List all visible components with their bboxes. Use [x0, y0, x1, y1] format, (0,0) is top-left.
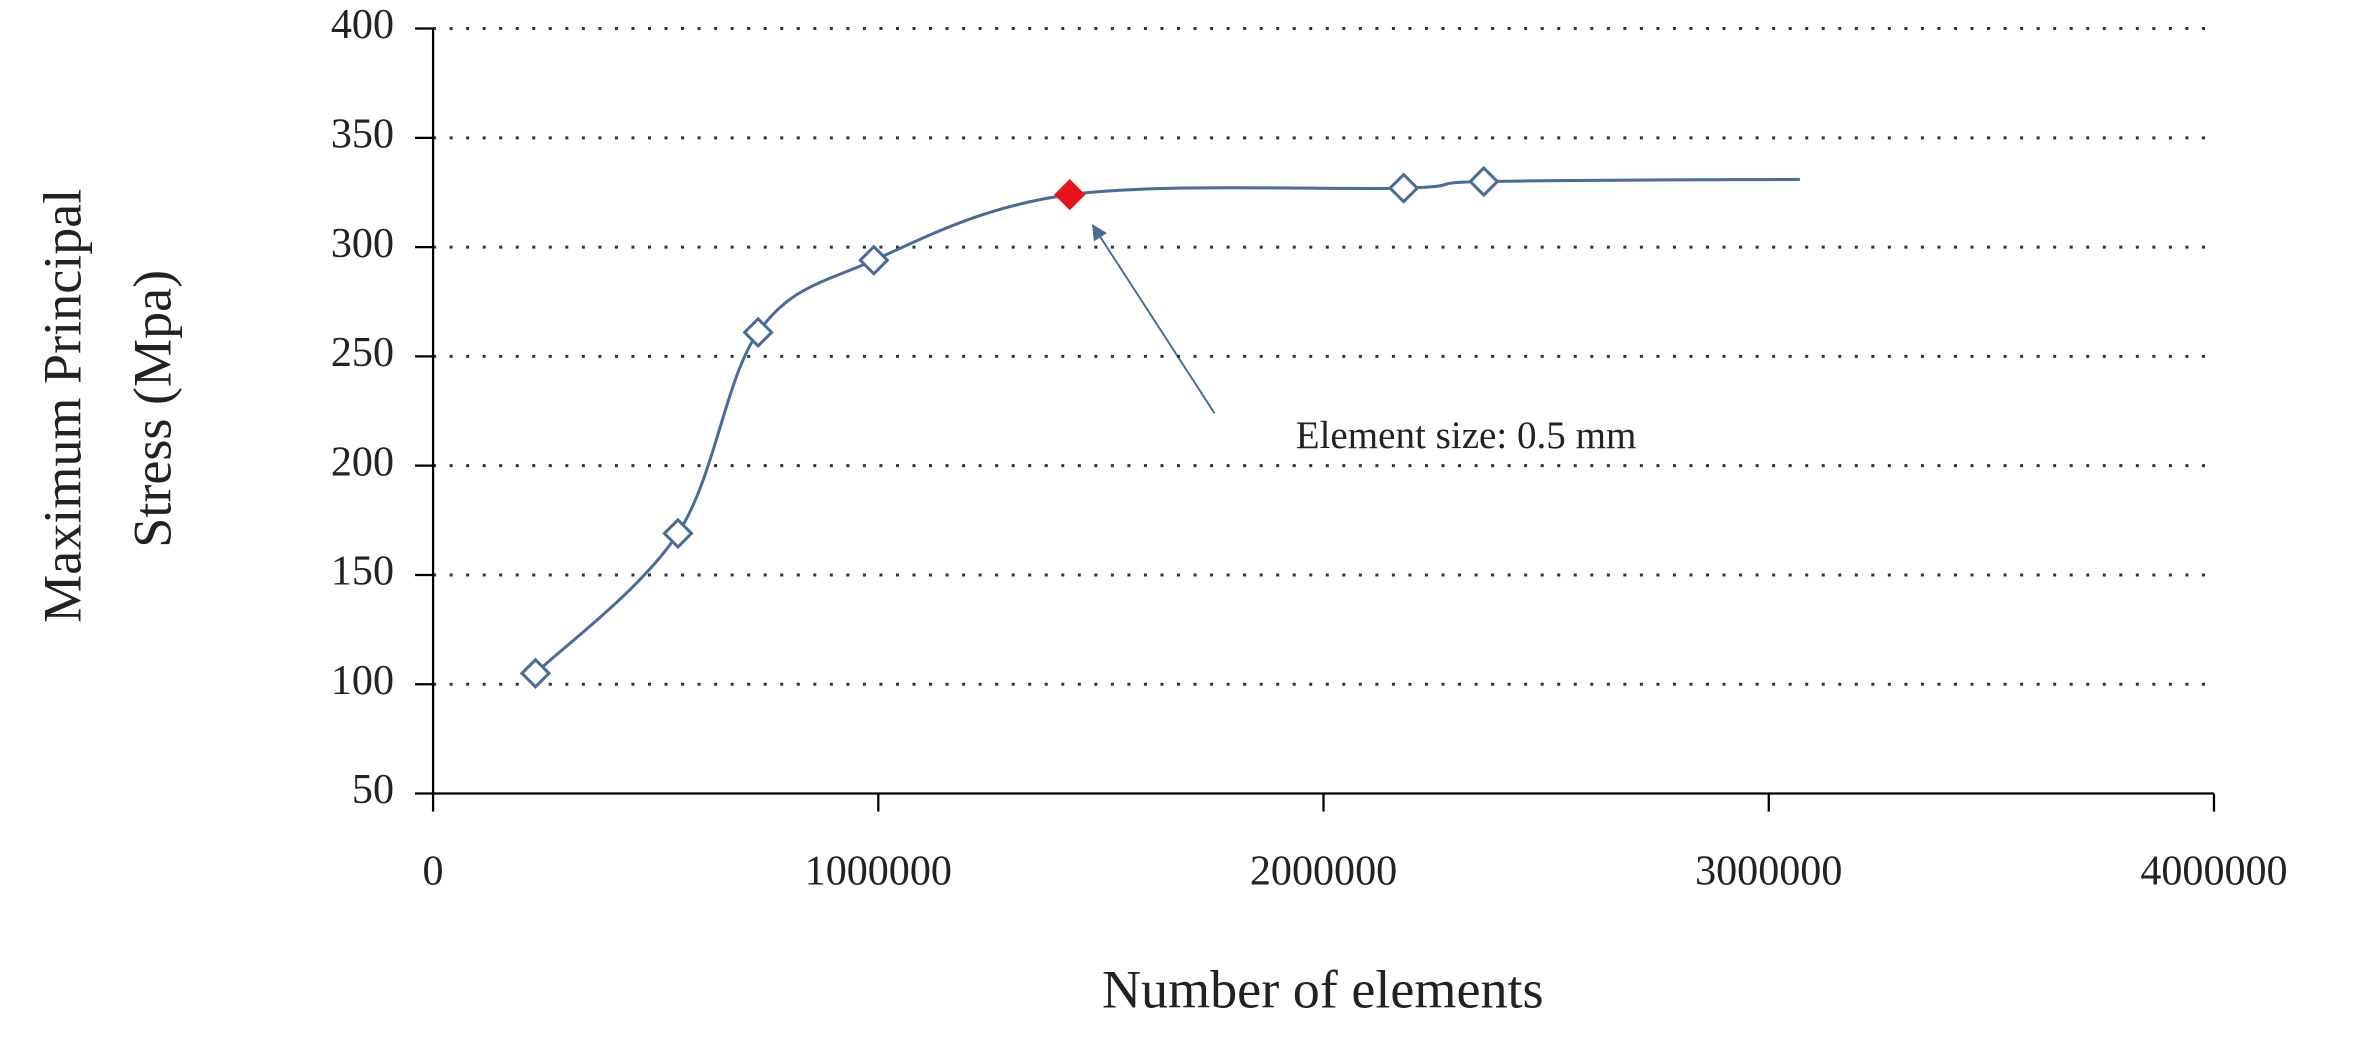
- x-axis-title: Number of elements: [1102, 959, 1544, 1019]
- marker: [742, 316, 774, 349]
- y-tick-label: 150: [331, 549, 394, 595]
- x-tick-label: 3000000: [1695, 848, 1842, 894]
- x-tick-label: 1000000: [805, 848, 952, 894]
- y-tick-label: 50: [352, 767, 394, 813]
- y-tick-label: 400: [331, 2, 394, 48]
- marker: [1468, 165, 1500, 198]
- marker: [519, 657, 552, 689]
- x-tick-label: 0: [423, 848, 444, 894]
- y-tick-label: 200: [331, 439, 394, 485]
- marker: [858, 244, 890, 276]
- x-tick-label: 4000000: [2140, 848, 2287, 894]
- annotation-arrow: [1091, 224, 1216, 414]
- y-tick-label: 250: [331, 330, 394, 376]
- y-tick-label: 300: [331, 221, 394, 267]
- y-axis-title: Stress (Mpa): [122, 270, 182, 548]
- marker: [662, 517, 694, 550]
- y-tick-label: 100: [331, 658, 394, 704]
- y-axis-title: Maximum Principal: [32, 189, 92, 623]
- x-tick-label: 2000000: [1250, 848, 1397, 894]
- marker: [1054, 179, 1086, 211]
- y-tick-label: 350: [331, 111, 394, 157]
- marker: [1388, 172, 1420, 204]
- annotation: Element size: 0.5 mm: [1296, 414, 1637, 457]
